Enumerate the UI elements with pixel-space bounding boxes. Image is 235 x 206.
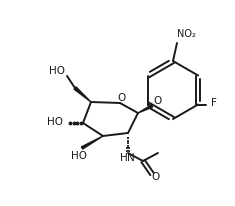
Text: NO₂: NO₂ [176,29,196,39]
Polygon shape [74,87,91,102]
Text: F: F [211,97,217,108]
Text: HO: HO [47,117,63,127]
Text: O: O [153,96,161,106]
Text: H: H [120,153,128,163]
Text: N: N [127,153,135,163]
Text: HO: HO [49,66,65,76]
Text: O: O [151,172,159,182]
Text: HO: HO [71,151,87,161]
Polygon shape [138,105,153,113]
Polygon shape [81,136,103,149]
Text: O: O [117,93,125,103]
